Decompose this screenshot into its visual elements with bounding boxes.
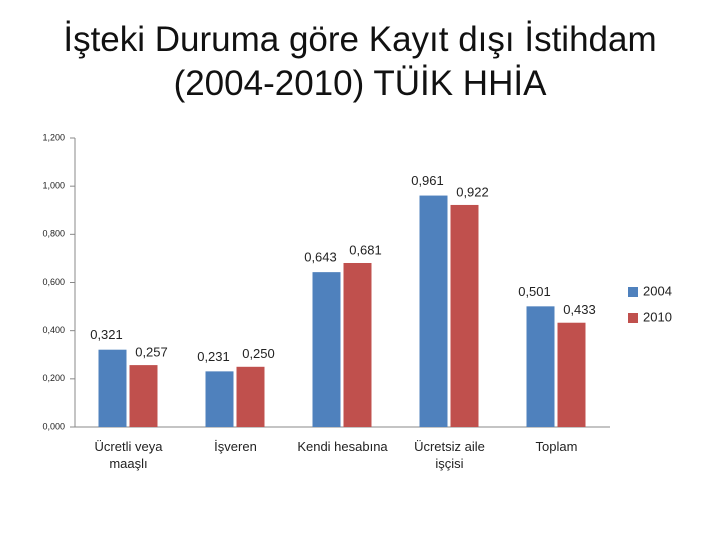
bar — [98, 349, 127, 427]
legend-swatch — [628, 313, 638, 323]
bar — [557, 322, 586, 427]
bar — [205, 371, 234, 427]
y-tick-label: 0,800 — [42, 229, 65, 239]
y-tick-label: 0,200 — [42, 373, 65, 383]
data-label: 0,961 — [411, 173, 444, 188]
y-tick-label: 0,000 — [42, 421, 65, 431]
data-label: 0,321 — [90, 327, 123, 342]
x-tick-label: İşveren — [214, 439, 257, 454]
data-label: 0,257 — [135, 345, 168, 360]
y-tick-label: 0,400 — [42, 325, 65, 335]
bar — [129, 365, 158, 427]
data-label: 0,643 — [304, 250, 337, 265]
bar — [526, 306, 555, 427]
data-label: 0,250 — [242, 346, 275, 361]
data-label: 0,681 — [349, 242, 382, 257]
x-tick-label: Kendi hesabına — [297, 439, 388, 454]
legend-label: 2010 — [643, 309, 672, 324]
data-label: 0,501 — [518, 284, 551, 299]
data-label: 0,433 — [563, 302, 596, 317]
x-tick-label: Ücretsiz aile işçisi — [414, 439, 485, 471]
bar — [236, 366, 265, 427]
bar — [312, 272, 341, 427]
bar — [343, 262, 372, 427]
bar — [450, 204, 479, 427]
legend-label: 2004 — [643, 283, 672, 298]
legend-swatch — [628, 287, 638, 297]
x-tick-label: Ücretli veya maaşlı — [94, 439, 163, 471]
data-label: 0,231 — [197, 349, 230, 364]
data-label: 0,922 — [456, 184, 489, 199]
bar — [419, 195, 448, 427]
chart-title: İşteki Duruma göre Kayıt dışı İstihdam (… — [63, 20, 657, 103]
y-tick-label: 1,200 — [42, 132, 65, 142]
x-tick-label: Toplam — [535, 439, 578, 454]
y-tick-label: 1,000 — [42, 181, 65, 191]
y-tick-label: 0,600 — [42, 277, 65, 287]
